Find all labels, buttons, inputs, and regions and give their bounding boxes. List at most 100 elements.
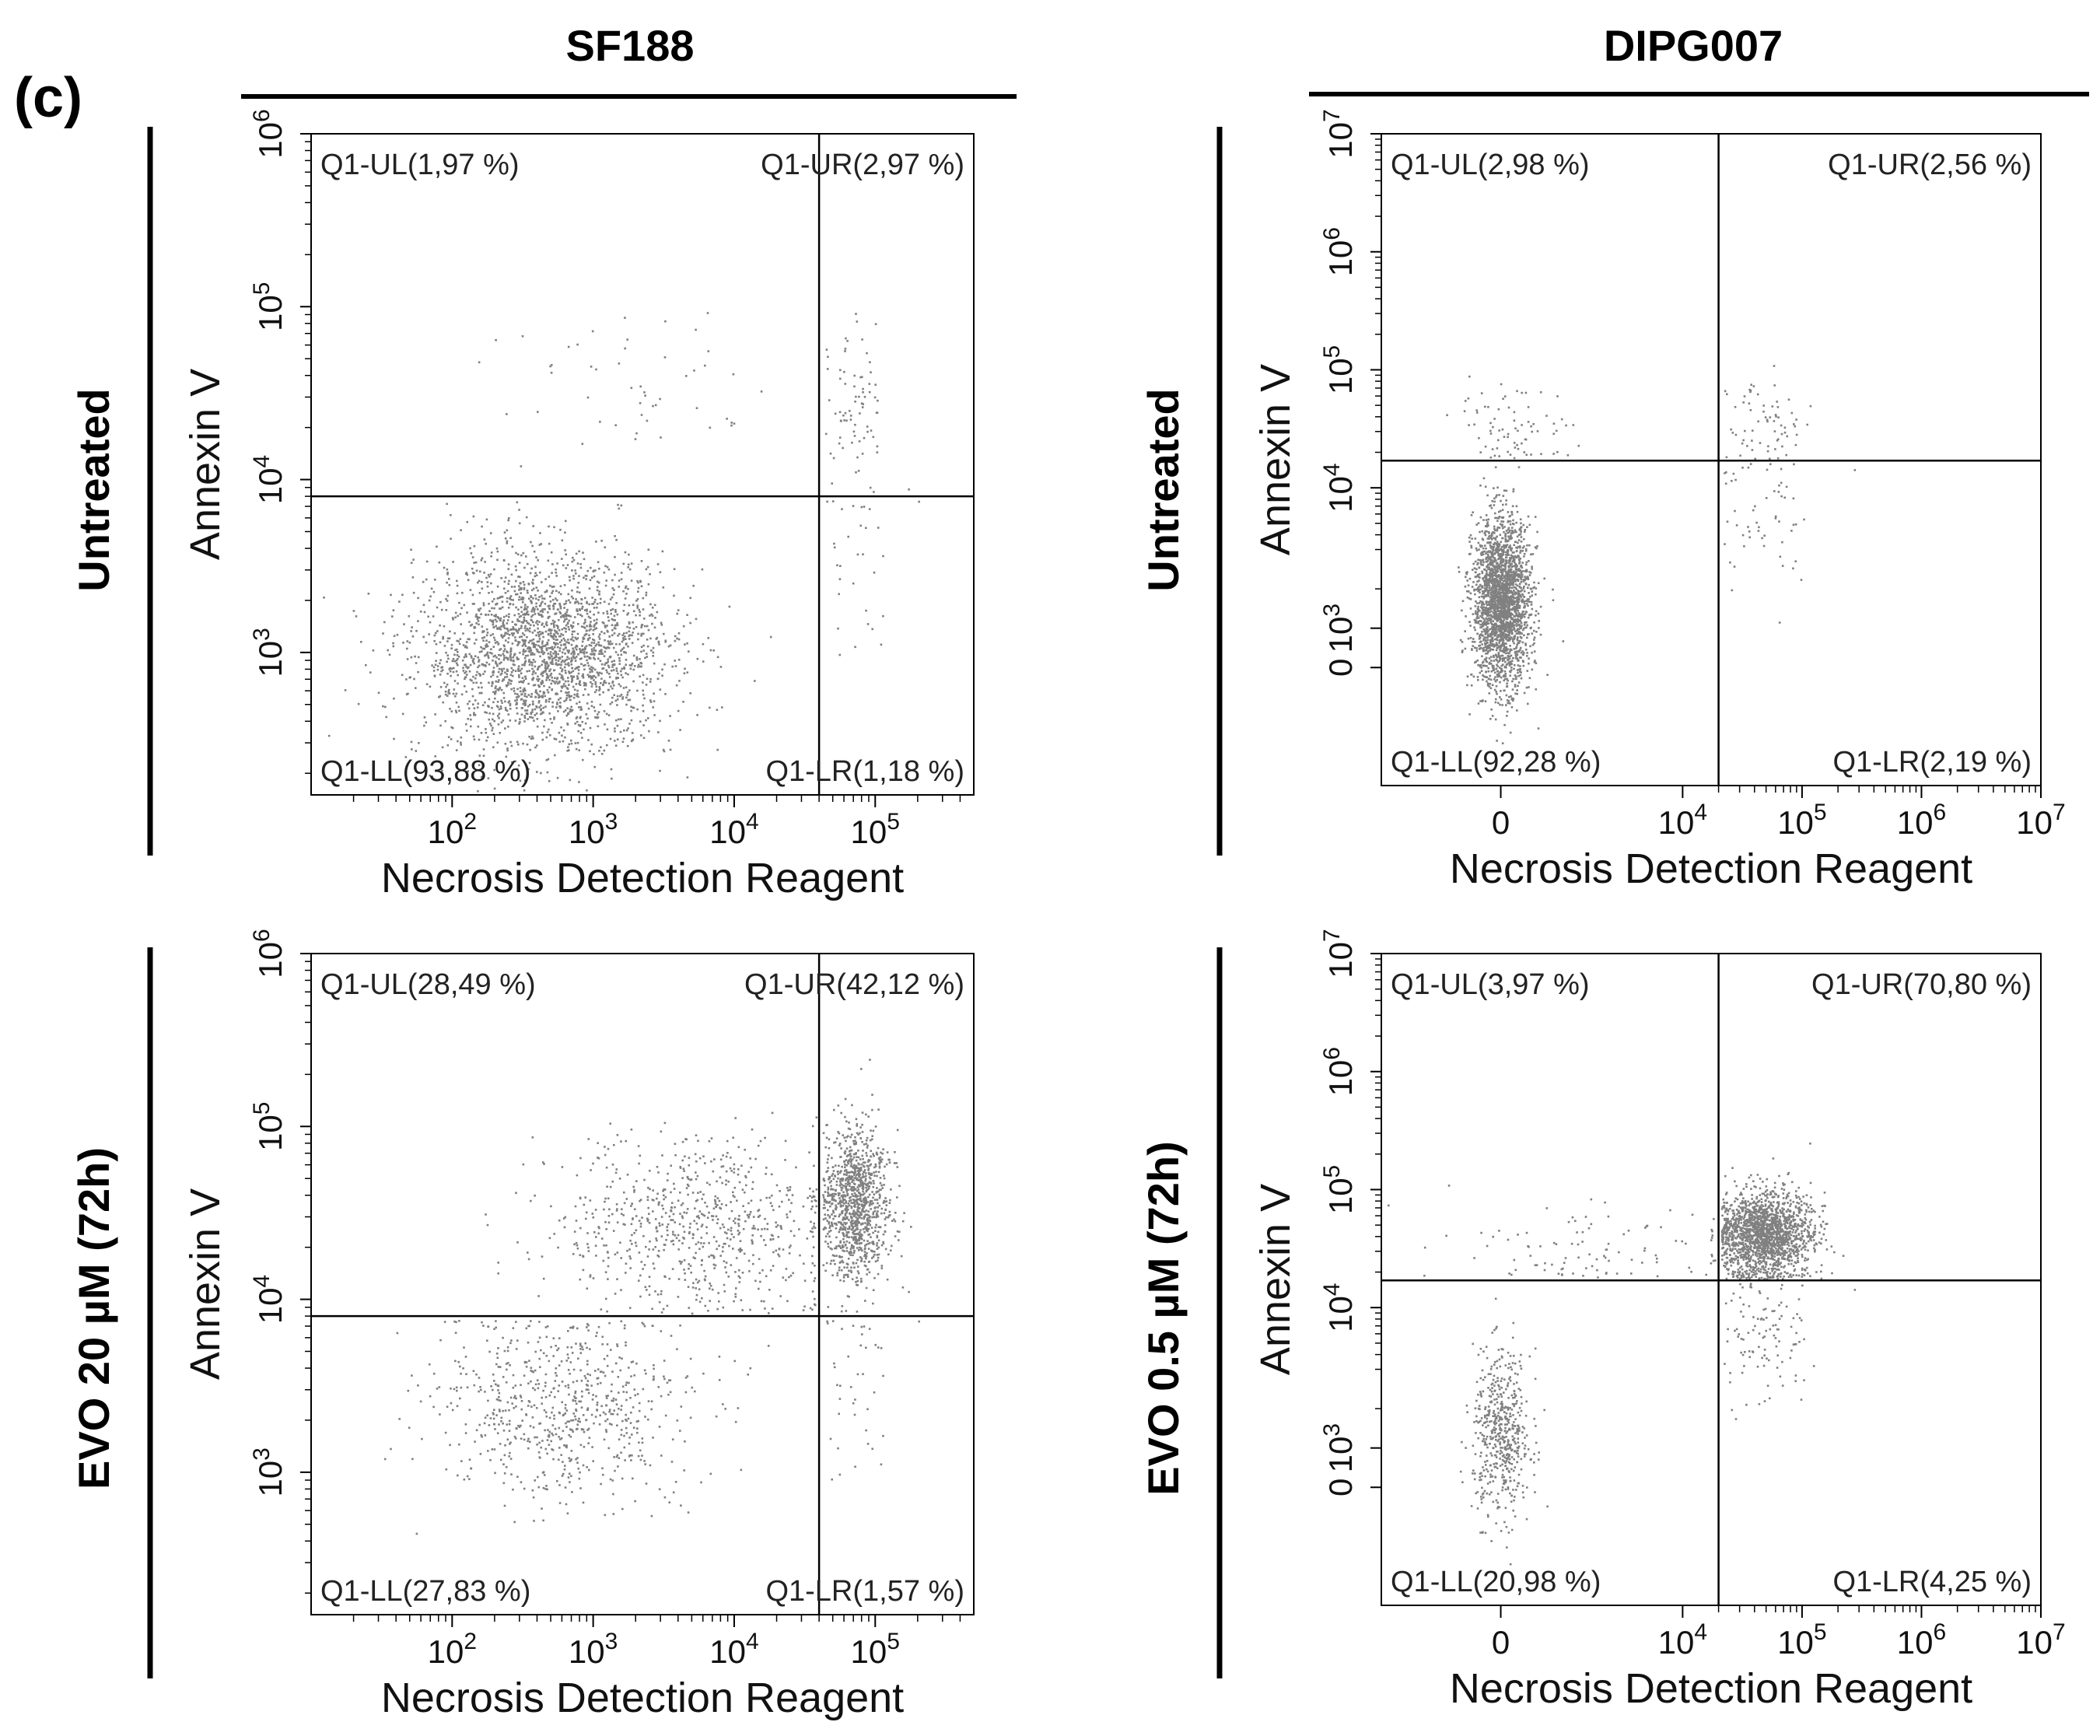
scatter-point <box>1518 527 1521 530</box>
scatter-point <box>1513 600 1516 603</box>
scatter-point <box>1466 675 1469 678</box>
scatter-point <box>500 577 502 579</box>
scatter-point <box>506 684 508 687</box>
scatter-point <box>504 537 507 540</box>
scatter-point <box>1498 494 1500 496</box>
scatter-point <box>628 604 631 607</box>
scatter-point <box>545 679 548 681</box>
scatter-point <box>1531 668 1534 671</box>
scatter-point <box>874 323 877 325</box>
scatter-point <box>541 581 543 583</box>
scatter-point <box>506 747 509 750</box>
scatter-point <box>1503 617 1505 619</box>
scatter-point <box>1492 564 1495 567</box>
scatter-point <box>1480 663 1482 667</box>
scatter-point <box>1524 552 1526 555</box>
scatter-point <box>517 629 520 632</box>
scatter-point <box>1505 595 1508 597</box>
scatter-point <box>1478 566 1481 569</box>
scatter-point <box>1507 520 1510 523</box>
scatter-point <box>623 604 626 607</box>
scatter-point <box>1523 600 1525 603</box>
scatter-point <box>532 642 535 645</box>
scatter-point <box>674 639 677 642</box>
scatter-point <box>1523 615 1526 618</box>
scatter-point <box>494 654 496 657</box>
scatter-point <box>565 641 568 643</box>
scatter-point <box>620 653 623 656</box>
scatter-point <box>583 634 586 637</box>
scatter-point <box>509 598 513 601</box>
scatter-point <box>595 689 598 691</box>
scatter-point <box>525 620 527 622</box>
scatter-point <box>1505 530 1508 532</box>
scatter-point <box>589 579 592 582</box>
scatter-point <box>556 703 558 705</box>
scatter-point <box>391 615 394 618</box>
scatter-point <box>578 575 580 577</box>
scatter-point <box>1520 586 1522 590</box>
scatter-point <box>566 656 569 658</box>
scatter-point <box>1486 523 1489 526</box>
scatter-point <box>1491 623 1493 626</box>
scatter-point <box>502 624 506 627</box>
scatter-point <box>529 630 531 633</box>
scatter-point <box>578 666 580 668</box>
scatter-point <box>1520 526 1523 528</box>
scatter-point <box>561 734 563 737</box>
scatter-point <box>1494 638 1496 641</box>
scatter-point <box>1523 555 1525 558</box>
scatter-point <box>1482 519 1485 521</box>
scatter-point <box>1479 665 1482 668</box>
scatter-point <box>604 625 607 627</box>
scatter-point <box>1520 576 1522 579</box>
scatter-point <box>627 645 629 648</box>
scatter-point <box>563 603 565 606</box>
scatter-point <box>522 597 525 600</box>
scatter-point <box>506 668 509 671</box>
scatter-point <box>1493 565 1496 568</box>
scatter-point <box>559 635 562 638</box>
scatter-point <box>551 705 554 708</box>
scatter-point <box>660 621 663 625</box>
scatter-point <box>553 526 555 529</box>
scatter-point <box>677 709 680 712</box>
scatter-point <box>492 633 495 635</box>
scatter-point <box>555 635 557 638</box>
scatter-point <box>1527 633 1529 635</box>
scatter-point <box>1499 671 1501 674</box>
scatter-point <box>596 603 599 605</box>
scatter-point <box>631 732 634 734</box>
scatter-point <box>509 653 512 656</box>
scatter-point <box>1513 667 1515 670</box>
scatter-point <box>512 634 514 637</box>
scatter-point <box>549 653 552 656</box>
scatter-point <box>1476 602 1479 604</box>
scatter-point <box>1510 630 1513 633</box>
scatter-point <box>1496 614 1498 617</box>
scatter-point <box>1484 642 1486 645</box>
scatter-point <box>843 370 845 373</box>
scatter-point <box>1487 518 1490 521</box>
scatter-point <box>1492 607 1495 609</box>
scatter-point <box>562 634 565 636</box>
scatter-point <box>444 719 446 723</box>
scatter-point <box>444 693 447 696</box>
scatter-point <box>1485 578 1487 581</box>
scatter-point <box>1505 704 1507 706</box>
scatter-point <box>491 684 493 688</box>
scatter-point <box>1489 560 1493 562</box>
scatter-point <box>607 640 610 642</box>
scatter-point <box>487 777 490 779</box>
scatter-point <box>534 565 537 569</box>
scatter-point <box>571 630 574 633</box>
scatter-point <box>1510 568 1512 571</box>
scatter-point <box>1508 603 1510 606</box>
scatter-point <box>702 642 705 646</box>
scatter-point <box>1502 495 1505 497</box>
scatter-point <box>454 616 457 619</box>
scatter-point <box>510 744 513 747</box>
scatter-point <box>563 607 565 609</box>
scatter-point <box>520 582 522 585</box>
scatter-point <box>626 744 629 747</box>
